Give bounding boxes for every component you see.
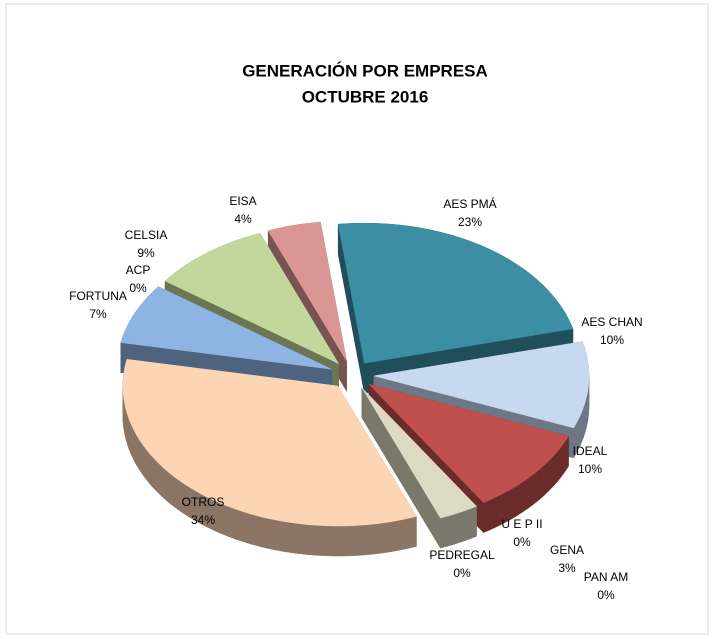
slice-top <box>267 221 347 362</box>
slice-side <box>136 434 141 472</box>
slice-side <box>165 468 171 505</box>
slice-side <box>516 481 524 517</box>
slice-side <box>533 468 540 505</box>
slice-side <box>383 521 393 554</box>
slice-side <box>469 505 477 540</box>
slice-side <box>258 515 267 549</box>
slice-side <box>400 517 409 551</box>
slice-side <box>250 513 259 547</box>
chart-subtitle: OCTUBRE 2016 <box>302 87 429 106</box>
slice-side <box>553 450 559 487</box>
slice-top <box>164 233 340 365</box>
slice-side <box>490 496 498 530</box>
slice-side <box>133 430 138 466</box>
slice-side <box>307 524 317 556</box>
slice-label: IDEAL <box>573 444 608 458</box>
slice-top <box>361 387 477 519</box>
slice-side <box>274 519 284 552</box>
slice-side <box>290 522 300 554</box>
slice-value-label: 10% <box>578 462 602 476</box>
slice-side <box>139 439 144 477</box>
slice-side <box>143 445 148 482</box>
slice-top <box>122 359 417 527</box>
slice-side <box>341 525 351 557</box>
slice-label: AES PMÁ <box>443 196 496 211</box>
slice-side <box>358 524 368 556</box>
slice-side <box>266 517 275 551</box>
slice-side <box>539 464 545 501</box>
slice-side <box>557 445 562 482</box>
slice-label: PEDREGAL <box>429 548 495 562</box>
slice-value-label: 0% <box>597 588 615 602</box>
slice-side <box>366 523 376 555</box>
slice-top <box>368 383 569 503</box>
slice-side <box>447 513 456 547</box>
slice-value-label: 4% <box>234 212 252 226</box>
slice-side <box>440 515 449 549</box>
slice-label: U E P II <box>501 517 542 531</box>
slice-side <box>408 516 417 549</box>
slice-label: FORTUNA <box>69 289 127 303</box>
slice-side <box>332 525 342 557</box>
slice-side <box>235 508 244 542</box>
pie-slice <box>122 359 417 557</box>
slice-side <box>299 523 308 555</box>
pie-slice <box>368 383 569 534</box>
slice-value-label: 34% <box>191 513 215 527</box>
slice-value-label: 23% <box>458 215 482 229</box>
slice-label: AES CHAN <box>581 315 642 329</box>
slice-side <box>349 525 359 557</box>
pie-slice <box>361 386 477 549</box>
slice-label: OTROS <box>182 495 225 509</box>
slice-value-label: 0% <box>453 566 471 580</box>
slice-side <box>151 454 156 491</box>
slice-side <box>544 459 550 496</box>
slice-side <box>454 511 463 545</box>
slice-value-label: 10% <box>600 333 624 347</box>
slice-side <box>578 412 582 448</box>
slice-side <box>128 419 132 456</box>
slice-side <box>483 499 491 533</box>
slice-side <box>155 459 161 496</box>
slice-side <box>242 511 251 545</box>
slice-side <box>522 477 529 513</box>
slice-value-label: 0% <box>513 535 531 549</box>
slice-side <box>227 505 236 540</box>
slice-side <box>564 435 569 473</box>
slice-side <box>160 464 166 501</box>
slice-value-label: 9% <box>137 246 155 260</box>
slice-side <box>510 485 518 520</box>
slice-label: ACP <box>126 263 151 277</box>
slice-side <box>147 449 152 487</box>
slice-side <box>131 424 135 461</box>
slice-side <box>581 406 584 443</box>
slice-value-label: 0% <box>129 281 147 295</box>
slice-top <box>120 286 332 370</box>
slice-label: GENA <box>550 543 584 557</box>
slice-side <box>528 473 535 509</box>
slice-side <box>548 455 554 492</box>
slice-top <box>337 222 574 364</box>
slice-top <box>373 341 590 429</box>
slice-side <box>561 440 566 477</box>
slice-label: PAN AM <box>584 570 628 584</box>
slice-side <box>282 521 292 553</box>
slice-side <box>375 522 385 555</box>
slice-side <box>324 525 334 557</box>
slice-side <box>391 519 401 552</box>
slice-side <box>315 525 325 556</box>
slice-value-label: 7% <box>89 307 107 321</box>
slice-side <box>462 508 470 542</box>
slice-label: CELSIA <box>125 228 168 242</box>
chart-title: GENERACIÓN POR EMPRESA <box>242 61 488 80</box>
slice-side <box>170 473 177 509</box>
slice-value-label: 3% <box>558 561 576 575</box>
slice-label: EISA <box>229 194 256 208</box>
